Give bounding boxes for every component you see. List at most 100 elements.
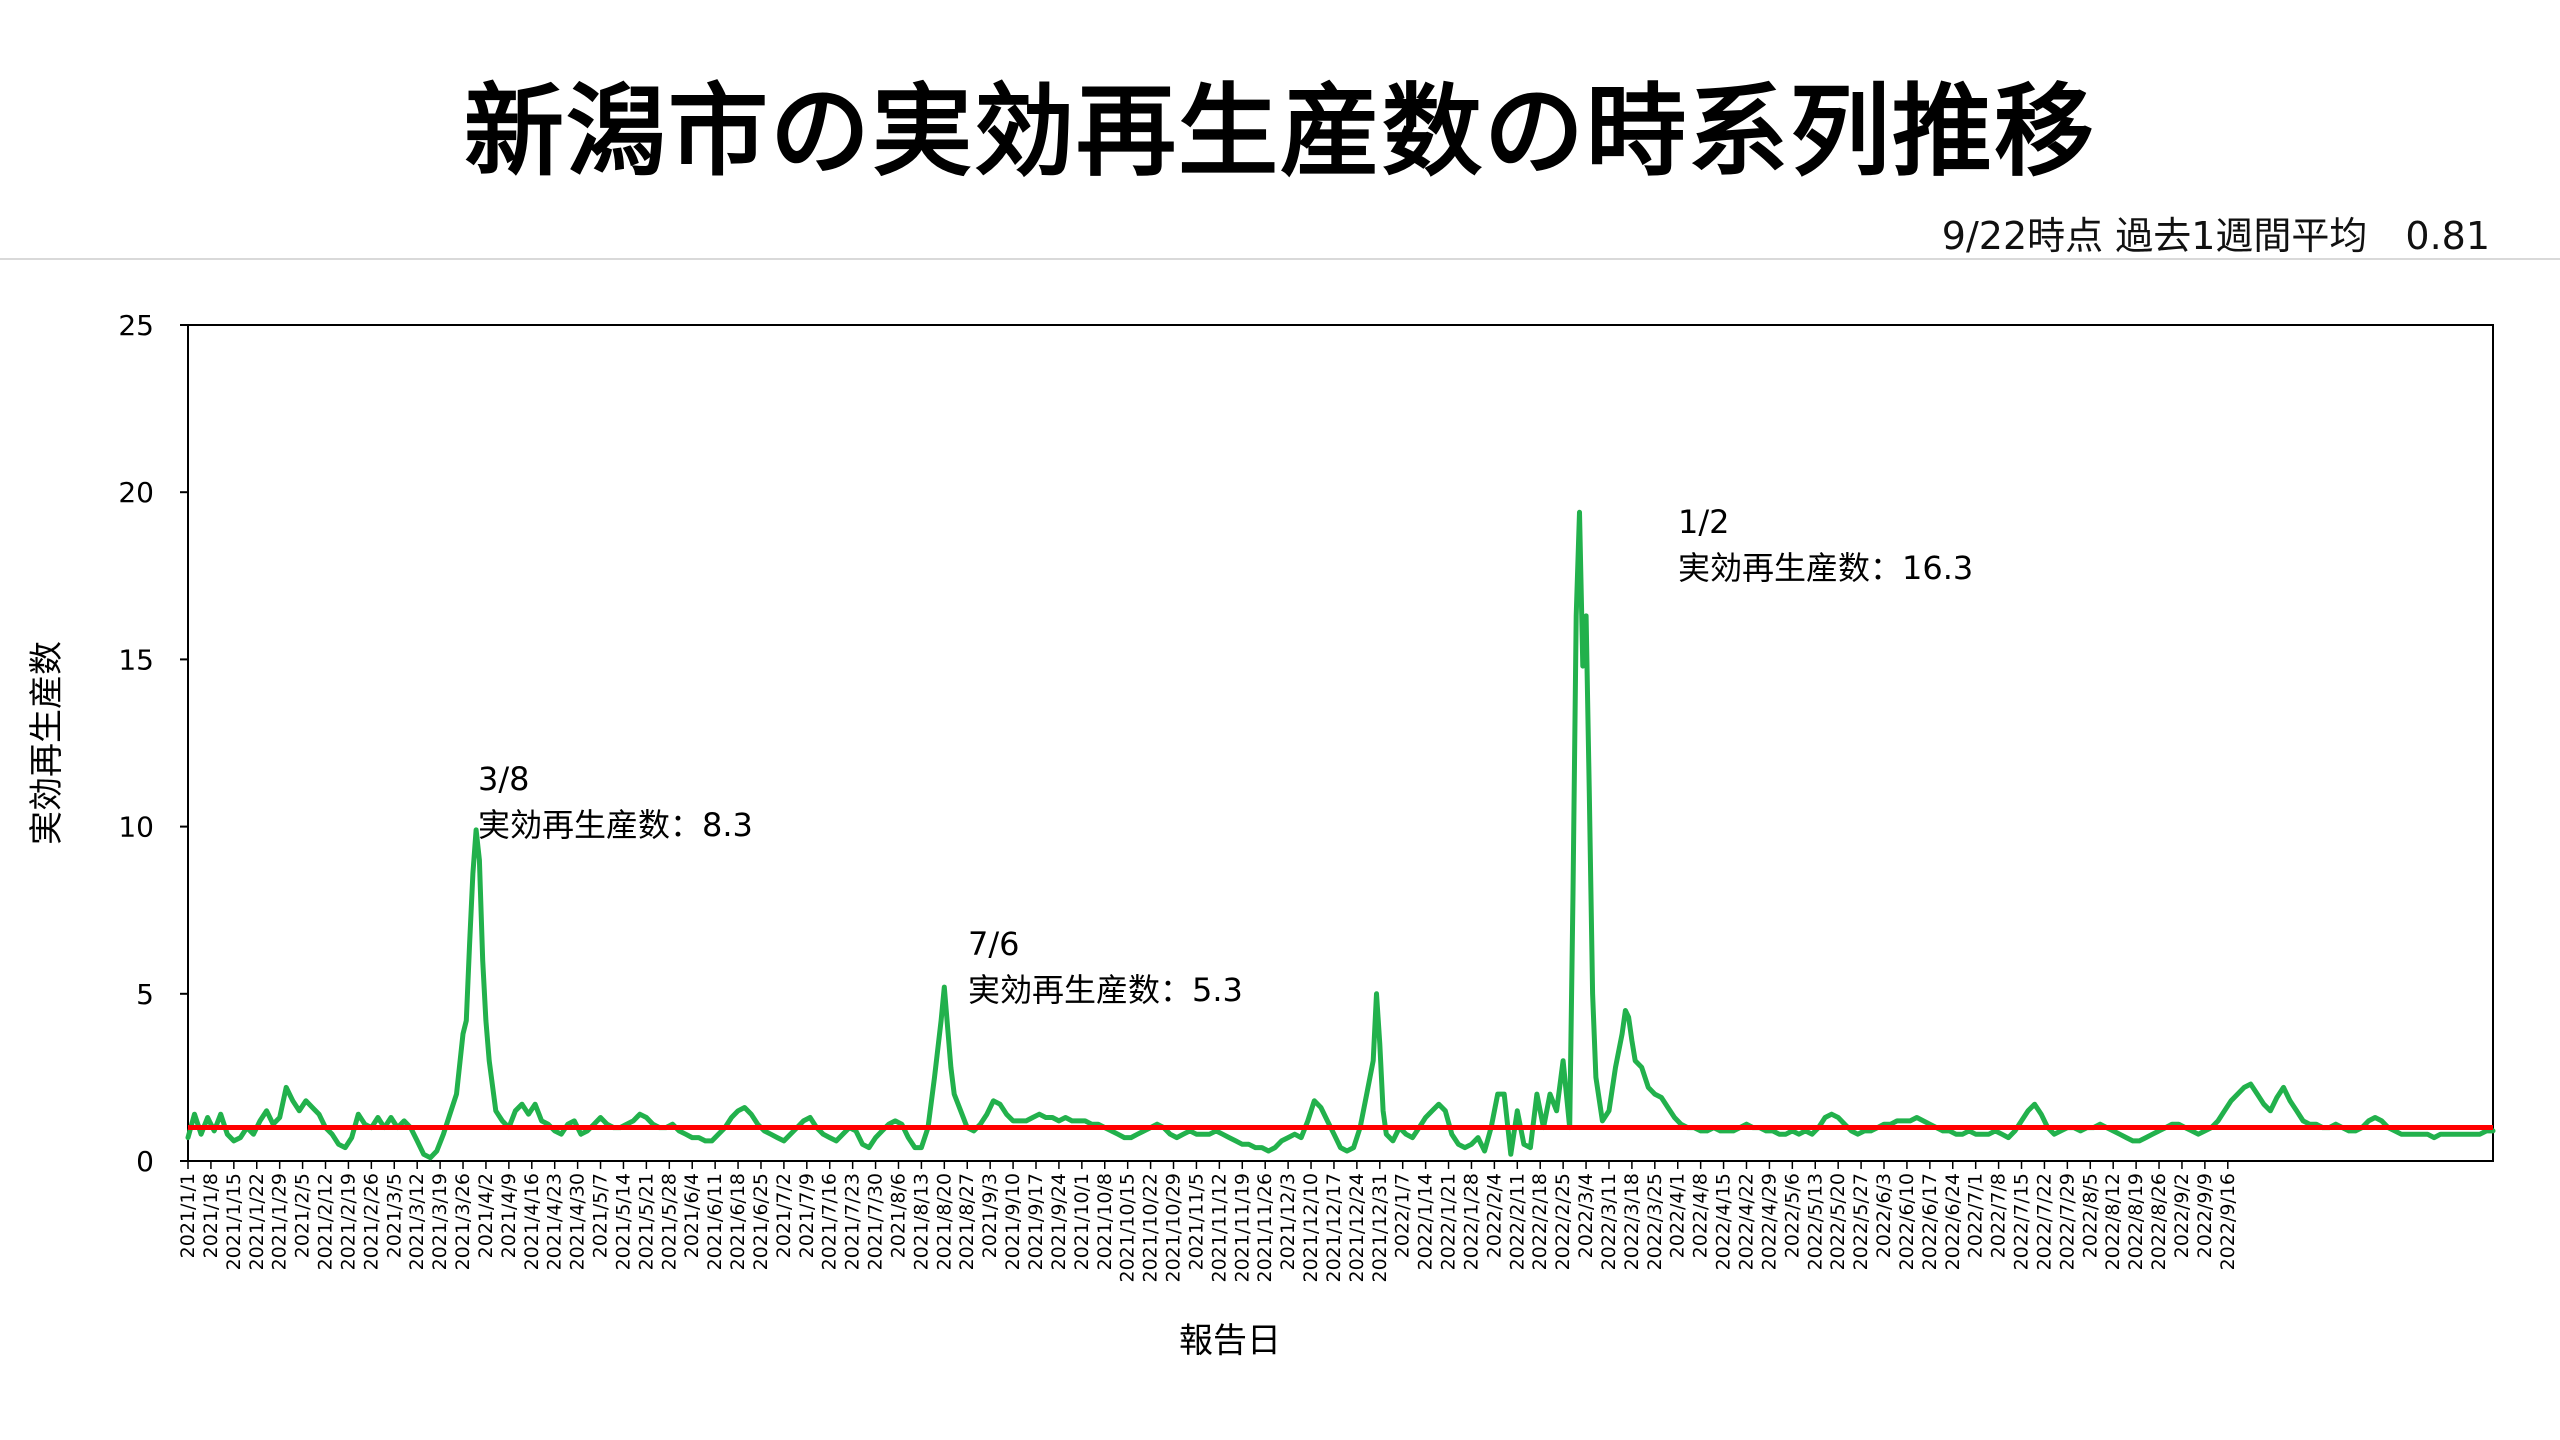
x-tick-label: 2022/2/25	[1552, 1173, 1574, 1270]
x-tick-label: 2022/4/15	[1713, 1173, 1735, 1270]
annotation-date: 3/8	[478, 760, 530, 798]
x-tick-label: 2021/10/8	[1094, 1173, 1116, 1270]
x-tick-label: 2021/5/14	[612, 1173, 634, 1270]
x-tick-label: 2022/8/19	[2125, 1173, 2147, 1270]
x-tick-label: 2022/5/6	[1781, 1173, 1803, 1258]
x-tick-label: 2022/1/14	[1415, 1173, 1437, 1270]
x-tick-label: 2022/8/12	[2102, 1173, 2124, 1270]
x-tick-label: 2021/6/18	[727, 1173, 749, 1270]
x-tick-label: 2021/7/2	[773, 1173, 795, 1258]
x-tick-label: 2021/4/2	[475, 1173, 497, 1258]
x-tick-label: 2022/3/11	[1598, 1173, 1620, 1270]
x-tick-label: 2022/3/4	[1575, 1173, 1597, 1258]
x-tick-label: 2021/10/29	[1163, 1173, 1185, 1283]
x-tick-label: 2022/5/13	[1804, 1173, 1826, 1270]
x-tick-label: 2021/4/16	[521, 1173, 543, 1270]
x-tick-label: 2021/7/16	[819, 1173, 841, 1270]
x-tick-label: 2021/9/3	[979, 1173, 1001, 1258]
x-tick-label: 2021/8/6	[887, 1173, 909, 1258]
x-tick-label: 2021/9/17	[1025, 1173, 1047, 1270]
x-tick-label: 2022/6/17	[1919, 1173, 1941, 1270]
x-tick-label: 2021/2/12	[315, 1173, 337, 1270]
x-tick-label: 2022/3/25	[1644, 1173, 1666, 1270]
y-axis-label: 実効再生産数	[27, 641, 67, 845]
x-tick-label: 2021/1/8	[200, 1173, 222, 1258]
page-title: 新潟市の実効再生産数の時系列推移	[464, 73, 2096, 190]
x-tick-label: 2022/1/28	[1460, 1173, 1482, 1270]
x-tick-label: 2022/2/11	[1506, 1173, 1528, 1270]
x-tick-label: 2021/6/25	[750, 1173, 772, 1270]
y-tick-label: 20	[118, 476, 154, 509]
x-axis-label: 報告日	[1179, 1321, 1281, 1361]
x-tick-label: 2021/12/17	[1323, 1173, 1345, 1283]
x-tick-label: 2021/4/30	[567, 1173, 589, 1270]
x-tick-label: 2022/7/22	[2033, 1173, 2055, 1270]
x-tick-label: 2021/4/23	[544, 1173, 566, 1270]
x-tick-label: 2022/7/1	[1965, 1173, 1987, 1258]
x-tick-label: 2021/12/10	[1300, 1173, 1322, 1283]
y-tick-label: 0	[136, 1145, 154, 1178]
x-tick-label: 2022/8/26	[2148, 1173, 2170, 1270]
x-tick-label: 2021/1/1	[177, 1173, 199, 1258]
x-tick-label: 2021/3/26	[452, 1173, 474, 1270]
x-tick-label: 2022/3/18	[1621, 1173, 1643, 1270]
x-tick-label: 2021/1/29	[269, 1173, 291, 1270]
x-tick-label: 2021/5/7	[590, 1173, 612, 1258]
y-tick-label: 15	[118, 643, 154, 676]
x-tick-label: 2021/7/9	[796, 1173, 818, 1258]
x-tick-label: 2021/12/24	[1346, 1173, 1368, 1283]
x-tick-label: 2022/1/7	[1392, 1173, 1414, 1258]
x-tick-label: 2022/6/10	[1896, 1173, 1918, 1270]
x-tick-label: 2021/6/4	[681, 1173, 703, 1258]
x-tick-label: 2021/12/31	[1369, 1173, 1391, 1283]
x-tick-label: 2021/8/13	[910, 1173, 932, 1270]
x-tick-label: 2021/11/26	[1254, 1173, 1276, 1283]
annotation-2: 7/6 実効再生産数：5.3	[968, 925, 1243, 1009]
x-tick-label: 2021/9/24	[1048, 1173, 1070, 1270]
x-tick-label: 2022/7/15	[2011, 1173, 2033, 1270]
x-tick-label: 2021/11/19	[1231, 1173, 1253, 1283]
x-tick-label: 2021/3/5	[383, 1173, 405, 1258]
annotation-label: 実効再生産数：8.3	[478, 806, 753, 844]
x-tick-label: 2021/1/22	[246, 1173, 268, 1270]
x-tick-label: 2021/10/1	[1071, 1173, 1093, 1270]
x-tick-label: 2021/11/5	[1185, 1173, 1207, 1270]
x-tick-label: 2021/5/28	[658, 1173, 680, 1270]
x-axis-ticks: 2021/1/1 2021/1/8 2021/1/15 2021/1/22 2021/1…	[177, 1161, 2239, 1283]
x-tick-label: 2021/2/26	[360, 1173, 382, 1270]
x-tick-label: 2022/9/9	[2194, 1173, 2216, 1258]
x-tick-label: 2021/7/30	[865, 1173, 887, 1270]
x-tick-label: 2022/1/21	[1438, 1173, 1460, 1270]
x-tick-label: 2022/4/8	[1690, 1173, 1712, 1258]
x-tick-label: 2022/6/24	[1942, 1173, 1964, 1270]
plot-area	[187, 324, 2494, 1162]
x-tick-label: 2021/3/19	[429, 1173, 451, 1270]
x-tick-label: 2021/8/20	[933, 1173, 955, 1270]
annotation-date: 7/6	[968, 925, 1020, 963]
annotation-3: 1/2 実効再生産数：16.3	[1678, 503, 1973, 587]
x-tick-label: 2021/2/5	[292, 1173, 314, 1258]
annotation-date: 1/2	[1678, 503, 1730, 541]
annotation-1: 3/8 実効再生産数：8.3	[478, 760, 753, 844]
chart-panel	[0, 258, 2560, 1440]
x-tick-label: 2022/4/29	[1758, 1173, 1780, 1270]
x-tick-label: 2022/9/2	[2171, 1173, 2193, 1258]
weekly-average-note: 9/22時点 過去1週間平均 0.81	[1941, 214, 2490, 258]
x-tick-label: 2021/10/22	[1140, 1173, 1162, 1283]
x-tick-label: 2022/4/1	[1667, 1173, 1689, 1258]
y-tick-label: 5	[136, 978, 154, 1011]
annotation-label: 実効再生産数：16.3	[1678, 549, 1973, 587]
x-tick-label: 2022/4/22	[1735, 1173, 1757, 1270]
x-tick-label: 2021/2/19	[337, 1173, 359, 1270]
x-tick-label: 2021/5/21	[635, 1173, 657, 1270]
x-tick-label: 2022/8/5	[2079, 1173, 2101, 1258]
x-tick-label: 2022/5/20	[1827, 1173, 1849, 1270]
x-tick-label: 2021/10/15	[1117, 1173, 1139, 1283]
x-tick-label: 2021/1/15	[223, 1173, 245, 1270]
x-tick-label: 2022/2/18	[1529, 1173, 1551, 1270]
x-tick-label: 2021/11/12	[1208, 1173, 1230, 1283]
y-tick-label: 10	[118, 811, 154, 844]
x-tick-label: 2022/2/4	[1483, 1173, 1505, 1258]
x-tick-label: 2021/7/23	[842, 1173, 864, 1270]
